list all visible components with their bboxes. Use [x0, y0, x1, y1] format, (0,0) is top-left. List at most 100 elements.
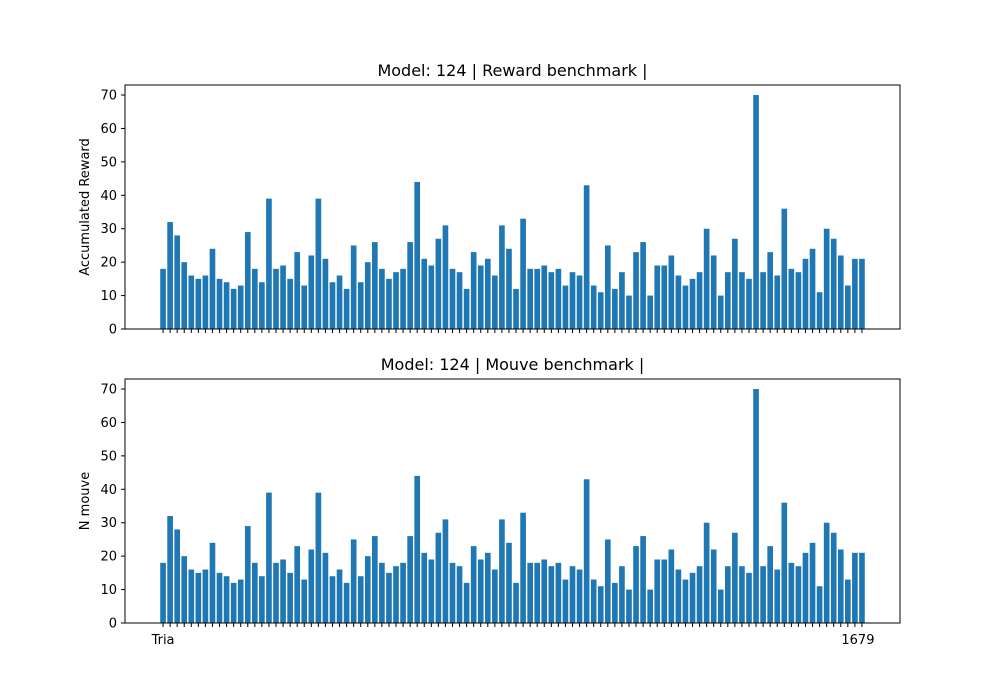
reward-chart: Model: 124 | Reward benchmark | Accumula…: [78, 61, 901, 338]
bar: [329, 576, 336, 623]
bar: [555, 268, 562, 329]
bar: [202, 569, 209, 623]
bars: [160, 95, 865, 329]
axes-frame: [124, 84, 901, 330]
bar: [576, 275, 583, 329]
bar: [463, 288, 470, 329]
bar: [590, 579, 597, 623]
y-tick-label: 10: [100, 289, 117, 304]
y-tick-label: 70: [100, 89, 117, 104]
bar: [499, 225, 505, 329]
bar: [576, 569, 583, 623]
bar: [308, 255, 315, 329]
bar: [555, 562, 562, 623]
bar: [774, 275, 781, 329]
bar: [816, 586, 823, 623]
bar: [767, 252, 773, 329]
bar: [343, 582, 350, 623]
bar: [548, 566, 555, 623]
bar: [795, 566, 802, 623]
bar: [837, 255, 844, 329]
bar: [724, 272, 731, 329]
bar: [760, 272, 766, 329]
bar: [188, 569, 195, 623]
bar: [717, 589, 724, 623]
bar: [668, 549, 675, 623]
y-tick-label: 60: [100, 416, 117, 431]
bar: [823, 228, 830, 329]
bar: [626, 295, 632, 329]
bar: [612, 288, 618, 329]
bar: [414, 475, 421, 623]
bar: [852, 258, 858, 329]
bar: [541, 559, 548, 623]
bar: [830, 532, 837, 623]
bar: [322, 552, 329, 623]
bar: [350, 539, 357, 623]
bar: [788, 268, 795, 329]
bar: [703, 228, 710, 329]
bar: [604, 245, 611, 329]
bar: [809, 542, 816, 623]
y-axis-label: Accumulated Reward: [78, 138, 93, 276]
bar: [739, 566, 745, 623]
bar: [859, 258, 865, 329]
bar: [597, 586, 604, 623]
bar: [732, 238, 738, 329]
bar: [386, 572, 392, 623]
bar: [357, 282, 364, 329]
bar: [407, 536, 413, 623]
bar: [237, 285, 244, 329]
bar: [682, 579, 689, 623]
bar: [484, 258, 491, 329]
bar: [244, 232, 251, 329]
bar: [449, 562, 456, 623]
bar: [781, 502, 788, 623]
y-tick-label: 50: [100, 449, 117, 464]
bar: [315, 198, 322, 329]
x-tick-label: Tria: [151, 633, 175, 648]
bar: [710, 255, 717, 329]
bar: [788, 562, 795, 623]
bar: [562, 579, 569, 623]
y-tick-label: 20: [100, 550, 117, 565]
bar: [259, 282, 265, 329]
y-tick-label: 70: [100, 383, 117, 398]
bar: [717, 295, 724, 329]
bar: [513, 582, 519, 623]
bar: [506, 542, 512, 623]
bar: [569, 566, 576, 623]
y-tick-label: 40: [100, 483, 117, 498]
bar: [746, 278, 752, 329]
bar: [569, 272, 576, 329]
x-tick-label: 1679: [841, 633, 874, 648]
bar: [435, 532, 442, 623]
bar: [499, 519, 505, 623]
bar: [661, 559, 668, 623]
bar: [816, 292, 823, 329]
axes-frame: [124, 378, 901, 624]
bar: [386, 278, 392, 329]
bar: [167, 222, 173, 329]
bar: [252, 562, 258, 623]
bar: [322, 258, 329, 329]
bar: [682, 285, 689, 329]
bar: [830, 238, 837, 329]
bar: [273, 562, 279, 623]
bar: [393, 566, 399, 623]
bar: [760, 566, 766, 623]
bar: [294, 252, 301, 329]
bar: [732, 532, 738, 623]
bar: [364, 262, 371, 329]
bar: [223, 282, 230, 329]
bar: [287, 572, 293, 623]
bar: [477, 559, 484, 623]
bar: [174, 529, 180, 623]
bar: [216, 278, 223, 329]
bar: [689, 572, 696, 623]
bar: [696, 272, 703, 329]
bar: [393, 272, 399, 329]
bar: [280, 265, 286, 329]
bar: [336, 569, 343, 623]
bar: [654, 265, 661, 329]
